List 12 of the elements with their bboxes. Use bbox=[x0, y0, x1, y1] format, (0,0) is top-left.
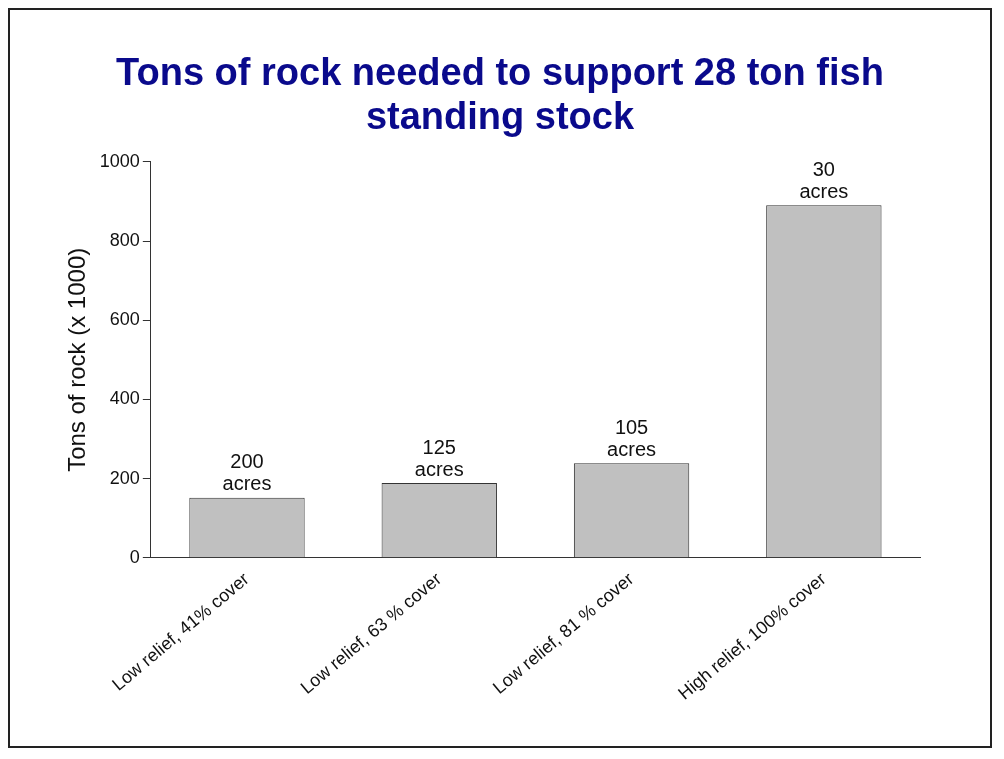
chart-title: Tons of rock needed to support 28 ton fish standing stock bbox=[115, 50, 885, 138]
annotation: 30 acres bbox=[799, 157, 849, 202]
annotation: 105 acres bbox=[607, 415, 657, 460]
y-tick-label: 600 bbox=[109, 309, 140, 330]
y-tick-label: 800 bbox=[109, 229, 140, 250]
annotation: 125 acres bbox=[414, 435, 464, 480]
y-axis-title: Tons of rock (x 1000) bbox=[63, 247, 91, 472]
annotation: 200 acres bbox=[222, 450, 272, 495]
y-tick-label: 1000 bbox=[99, 150, 140, 171]
y-tick-label: 400 bbox=[109, 388, 140, 409]
y-tick-label: 200 bbox=[109, 467, 140, 488]
y-tick-label: 0 bbox=[129, 546, 140, 567]
